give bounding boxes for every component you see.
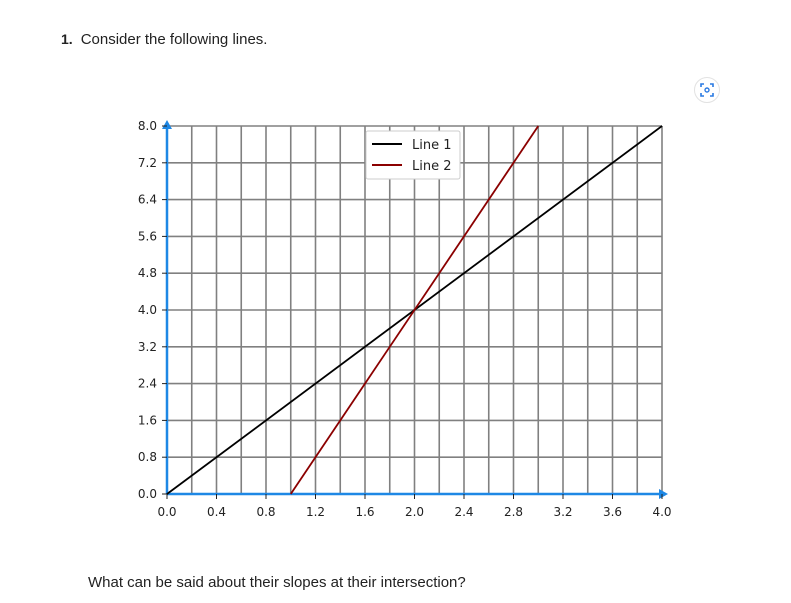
x-tick-label: 0.8 [256, 505, 275, 519]
y-tick-label: 0.0 [138, 487, 157, 501]
legend-box [365, 130, 461, 180]
x-tick-label: 2.0 [405, 505, 424, 519]
legend-label: Line 2 [412, 159, 452, 174]
x-tick-label: 0.0 [157, 505, 176, 519]
series-line-2 [290, 125, 539, 495]
x-tick-label: 3.6 [603, 505, 622, 519]
question-prompt: Consider the following lines. [80, 31, 268, 48]
y-axis-arrow [162, 120, 172, 129]
x-tick-label: 3.2 [553, 505, 572, 519]
x-tick-label: 1.2 [306, 505, 325, 519]
x-tick-label: 2.4 [454, 505, 473, 519]
follow-up-question: What can be said about their slopes at t… [88, 574, 466, 591]
focus-mode-button[interactable] [694, 77, 720, 103]
y-tick-label: 3.2 [138, 340, 157, 354]
y-tick-label: 8.0 [138, 119, 157, 133]
y-tick-label: 2.4 [138, 377, 157, 391]
y-tick-label: 5.6 [138, 229, 157, 243]
series-line-1 [166, 125, 663, 495]
y-tick-label: 7.2 [138, 156, 157, 170]
y-tick-label: 4.8 [138, 266, 157, 280]
x-tick-label: 2.8 [504, 505, 523, 519]
y-tick-label: 4.0 [138, 303, 157, 317]
x-axis-arrow [659, 489, 668, 499]
y-tick-label: 1.6 [138, 413, 157, 427]
y-tick-label: 0.8 [138, 450, 157, 464]
x-tick-label: 4.0 [652, 505, 671, 519]
x-tick-label: 1.6 [355, 505, 374, 519]
question-number: 1. [61, 31, 73, 47]
y-tick-label: 6.4 [138, 193, 157, 207]
legend-label: Line 1 [412, 138, 452, 153]
focus-mode-icon [700, 83, 714, 97]
x-tick-label: 0.4 [207, 505, 226, 519]
question-header: 1. Consider the following lines. [61, 31, 267, 48]
